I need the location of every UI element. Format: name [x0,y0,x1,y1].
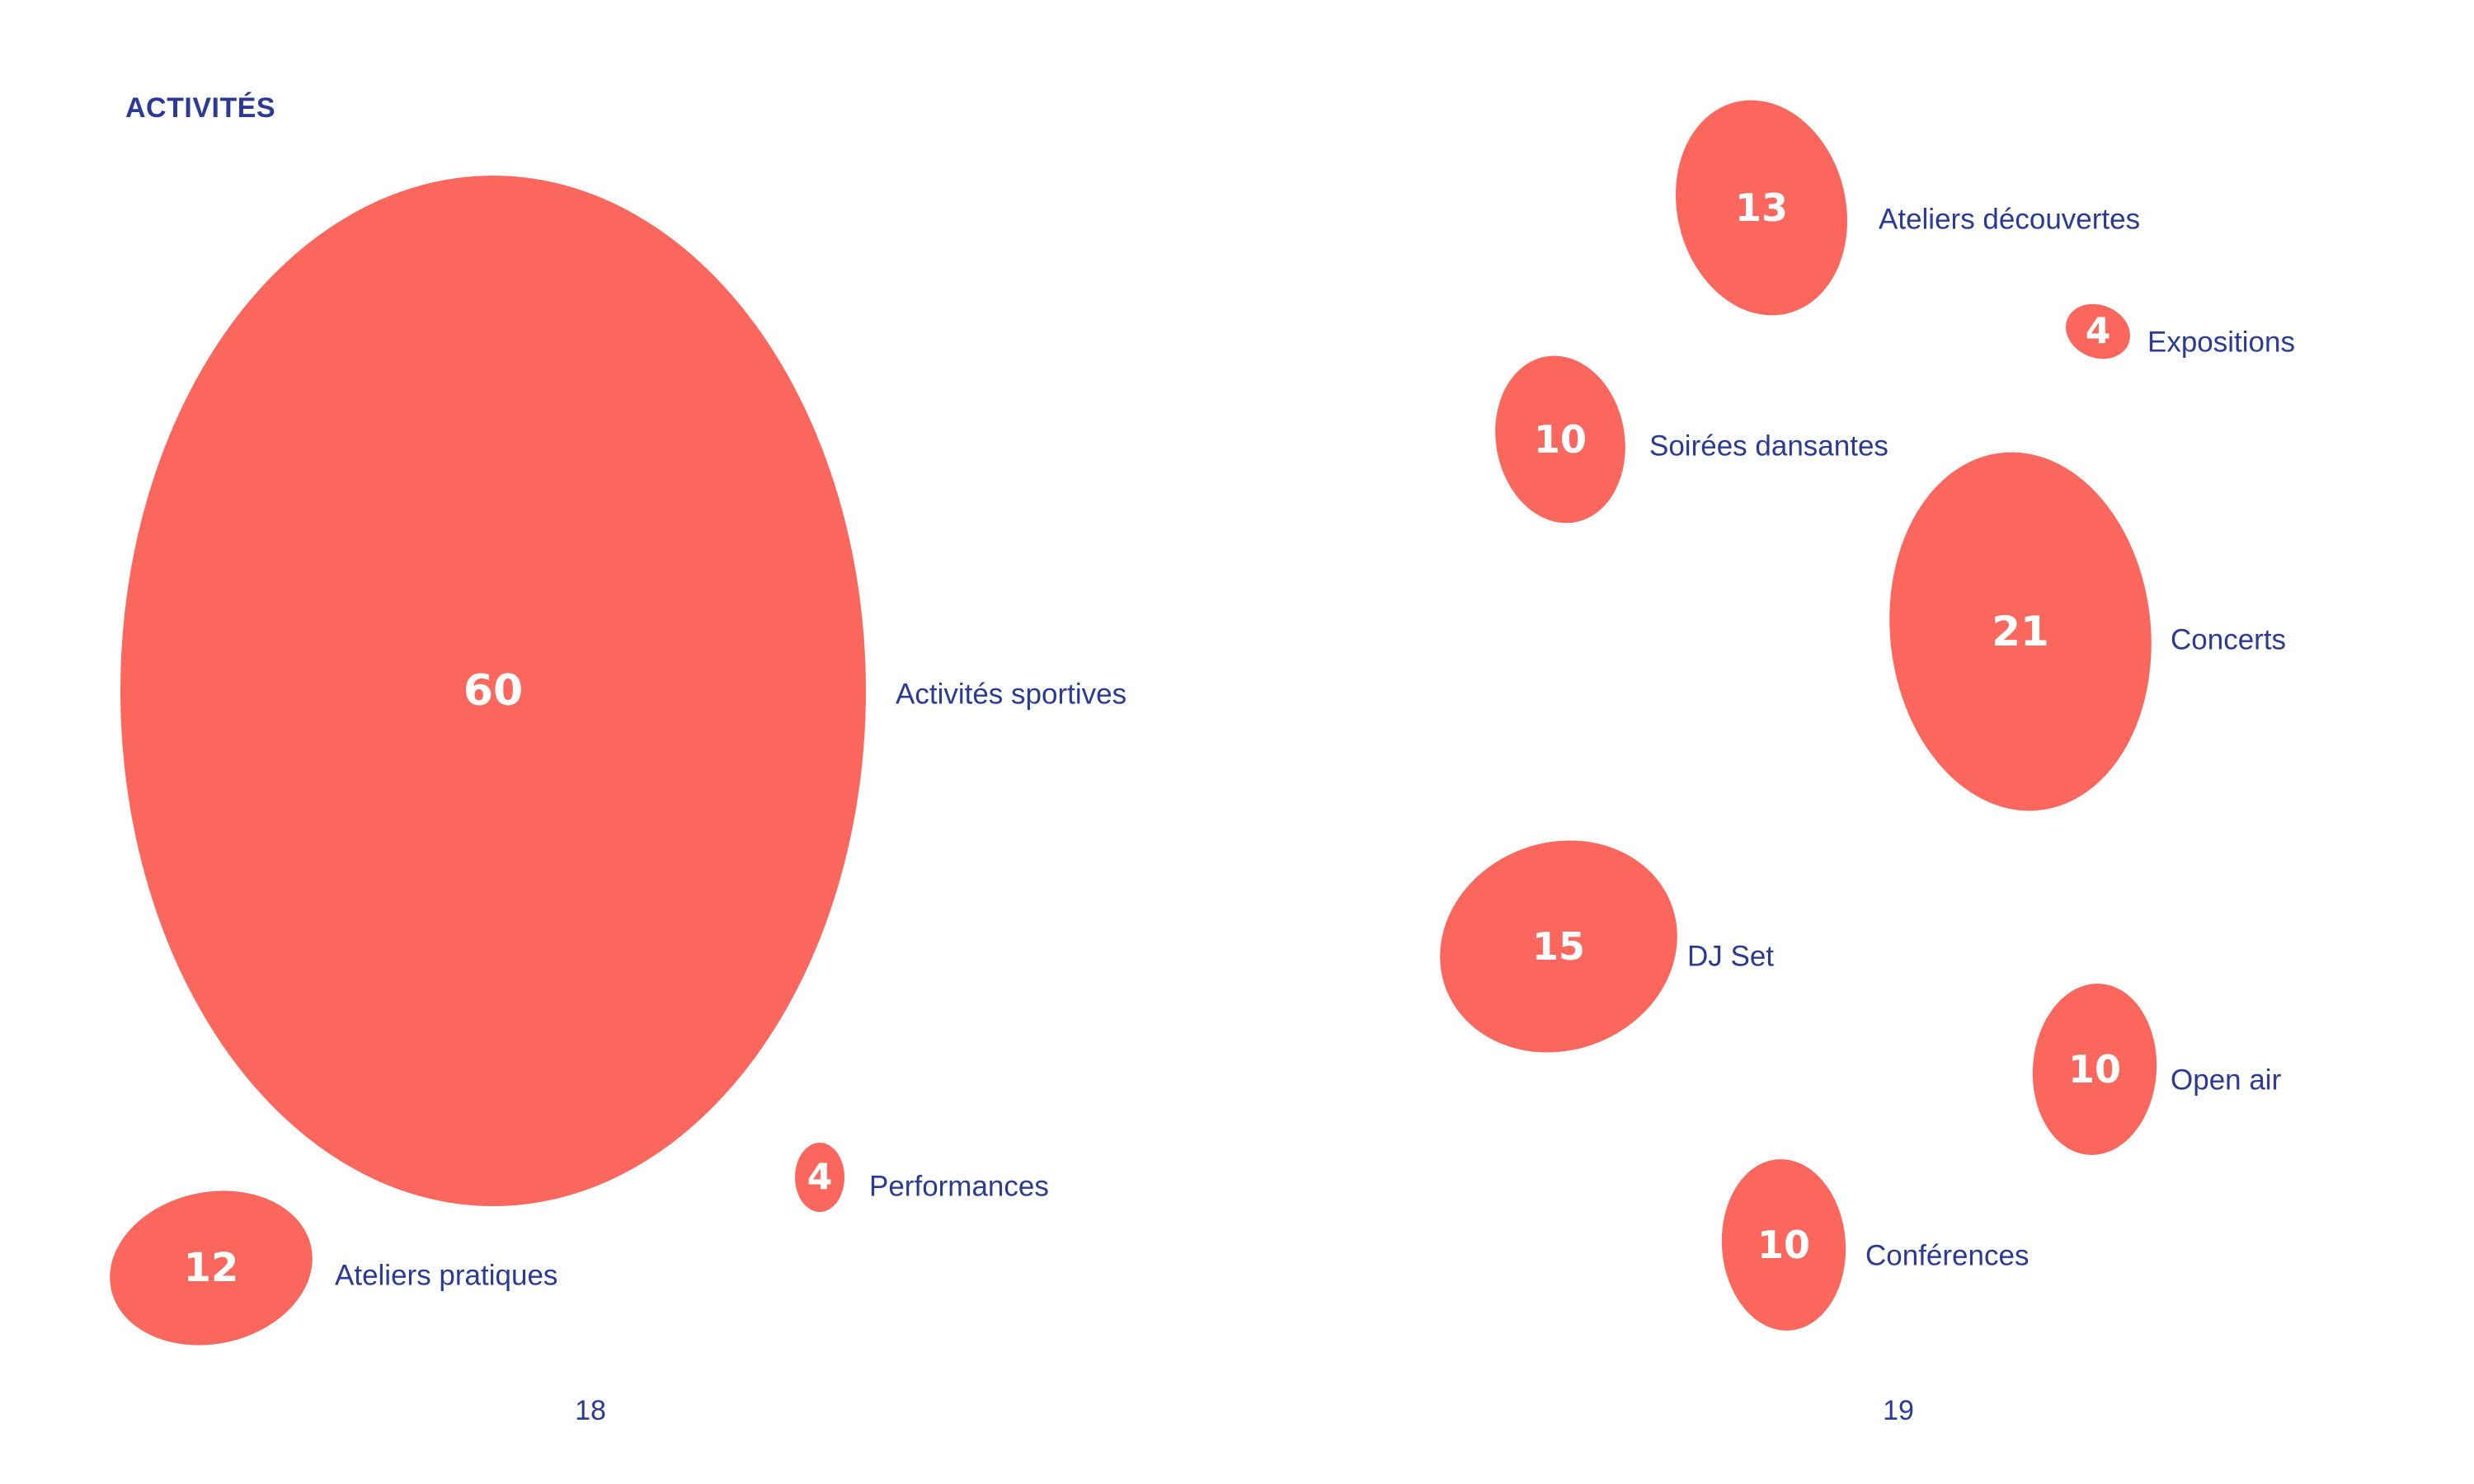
bubble-value-open-air: 10 [2068,1047,2121,1092]
bubble-conferences: 10 Conférences [1721,1159,2029,1331]
bubble-label-open-air: Open air [2171,1064,2282,1097]
bubble-value-ateliers-pratiques: 12 [184,1245,239,1291]
bubble-shape-soirees-dansantes [1495,355,1625,524]
bubble-label-activites-sportives: Activités sportives [896,679,1126,711]
bubble-label-dj-set: DJ Set [1687,941,1774,973]
bubble-label-ateliers-pratiques: Ateliers pratiques [335,1260,557,1292]
bubble-value-concerts: 21 [1992,608,2049,655]
bubble-shape-expositions [2066,303,2130,359]
bubble-activites-sportives: 60 Activités sportives [120,176,1126,1206]
bubble-open-air: 10 Open air [2032,984,2282,1155]
bubble-shape-ateliers-pratiques [110,1190,313,1345]
bubble-label-concerts: Concerts [2171,624,2286,656]
bubble-shape-conferences [1721,1159,1846,1331]
bubble-label-performances: Performances [869,1171,1049,1203]
bubble-soirees-dansantes: 10 Soirées dansantes [1495,355,1888,524]
bubble-value-activites-sportives: 60 [463,666,523,716]
bubble-expositions: 4 Expositions [2066,303,2295,359]
bubble-shape-performances [795,1143,844,1212]
bubble-label-soirees-dansantes: Soirées dansantes [1649,430,1888,463]
bubble-ateliers-pratiques: 12 Ateliers pratiques [110,1190,557,1345]
bubble-label-expositions: Expositions [2147,326,2295,359]
bubble-value-ateliers-decouvertes: 13 [1735,186,1788,230]
bubble-value-soirees-dansantes: 10 [1534,417,1587,462]
bubble-label-conferences: Conférences [1865,1240,2029,1272]
bubble-label-ateliers-decouvertes: Ateliers découvertes [1879,204,2140,236]
bubble-shape-open-air [2032,984,2157,1155]
page-number-left: 18 [575,1395,606,1426]
bubble-dj-set: 15 DJ Set [1440,840,1774,1053]
bubble-shape-ateliers-decouvertes [1676,100,1847,316]
bubble-shape-dj-set [1440,840,1677,1053]
bubble-value-conferences: 10 [1757,1223,1810,1267]
bubble-shape-concerts [1889,452,2152,811]
bubble-shape-activites-sportives [120,176,866,1206]
chart-title: ACTIVITÉS [125,92,276,124]
bubble-concerts: 21 Concerts [1889,452,2286,811]
bubble-value-expositions: 4 [2086,311,2111,353]
bubble-performances: 4 Performances [795,1143,1049,1212]
page-number-right: 19 [1883,1395,1914,1426]
bubble-ateliers-decouvertes: 13 Ateliers découvertes [1676,100,2140,316]
bubble-value-performances: 4 [807,1157,833,1199]
bubble-value-dj-set: 15 [1532,924,1585,969]
